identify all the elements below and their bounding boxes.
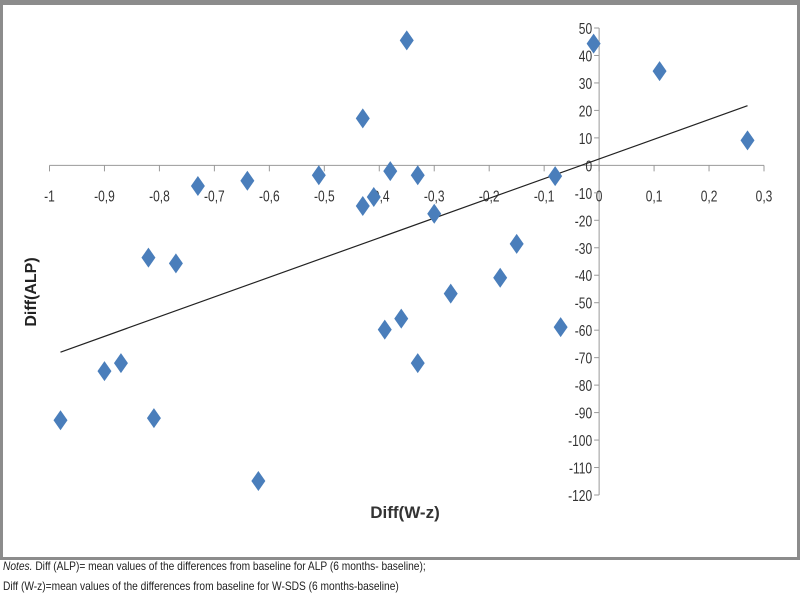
- notes-text-1: Diff (ALP)= mean values of the differenc…: [32, 559, 426, 573]
- y-tick-label: 30: [579, 74, 592, 92]
- notes-line-1: Notes. Diff (ALP)= mean values of the di…: [3, 559, 426, 573]
- x-tick-label: -0,6: [259, 187, 280, 205]
- x-tick-label: -0,1: [534, 187, 555, 205]
- y-tick-label: -30: [575, 239, 592, 257]
- x-axis-title: Diff(W-z): [370, 503, 440, 522]
- data-point: [652, 61, 667, 82]
- data-point: [548, 166, 563, 187]
- x-tick-label: -0,9: [94, 187, 115, 205]
- data-point: [190, 175, 205, 196]
- y-tick-label: -40: [575, 267, 592, 285]
- x-tick-label: 0,2: [701, 187, 718, 205]
- data-point: [410, 353, 425, 374]
- data-point: [394, 308, 409, 329]
- y-tick-label: -70: [575, 349, 592, 367]
- data-point: [586, 33, 601, 54]
- data-point: [740, 130, 755, 151]
- data-point: [251, 470, 266, 491]
- scatter-chart: -1-0,9-0,8-0,7-0,6-0,5-0,4-0,3-0,2-0,100…: [23, 19, 773, 522]
- y-tick-label: 10: [579, 129, 592, 147]
- y-tick-label: 40: [579, 47, 592, 65]
- data-point: [553, 317, 568, 338]
- data-point: [509, 233, 524, 254]
- data-point: [493, 267, 508, 288]
- y-tick-label: 0: [585, 157, 592, 175]
- data-point: [53, 410, 68, 431]
- trend-line: [60, 105, 748, 353]
- x-tick-label: -1: [44, 187, 55, 205]
- y-tick-label: -20: [575, 212, 592, 230]
- data-point: [311, 165, 326, 186]
- x-tick-label: 0: [596, 187, 603, 205]
- y-tick-label: -60: [575, 321, 592, 339]
- data-point: [377, 319, 392, 340]
- x-tick-label: 0,3: [756, 187, 773, 205]
- data-point: [141, 247, 156, 268]
- data-point: [366, 186, 381, 207]
- y-tick-label: 50: [579, 19, 592, 37]
- data-point: [355, 196, 370, 217]
- y-tick-label: -110: [569, 459, 592, 477]
- data-point: [113, 353, 128, 374]
- data-point: [146, 408, 161, 429]
- data-point: [427, 203, 442, 224]
- y-tick-label: -80: [575, 376, 592, 394]
- y-axis-title: Diff(ALP): [23, 257, 40, 326]
- notes-text-2: Diff (W-z)=mean values of the difference…: [3, 579, 399, 593]
- data-point: [383, 161, 398, 182]
- x-tick-label: -0,5: [314, 187, 335, 205]
- data-point: [443, 283, 458, 304]
- notes-label: Notes.: [3, 559, 33, 573]
- y-tick-label: -90: [575, 404, 592, 422]
- x-tick-label: -0,8: [149, 187, 170, 205]
- y-tick-label: -50: [575, 294, 592, 312]
- notes-line-2: Diff (W-z)=mean values of the difference…: [3, 579, 399, 593]
- data-point: [355, 108, 370, 129]
- x-tick-label: 0,1: [646, 187, 663, 205]
- data-point: [97, 361, 112, 382]
- x-tick-label: -0,3: [424, 187, 445, 205]
- y-tick-label: -10: [575, 184, 592, 202]
- y-tick-label: 20: [579, 102, 592, 120]
- x-tick-label: -0,7: [204, 187, 225, 205]
- y-tick-label: -120: [568, 486, 592, 504]
- data-point: [410, 165, 425, 186]
- data-point: [168, 253, 183, 274]
- data-point: [240, 170, 255, 191]
- chart-frame: [0, 0, 800, 560]
- y-tick-label: -100: [568, 431, 592, 449]
- data-point: [399, 30, 414, 51]
